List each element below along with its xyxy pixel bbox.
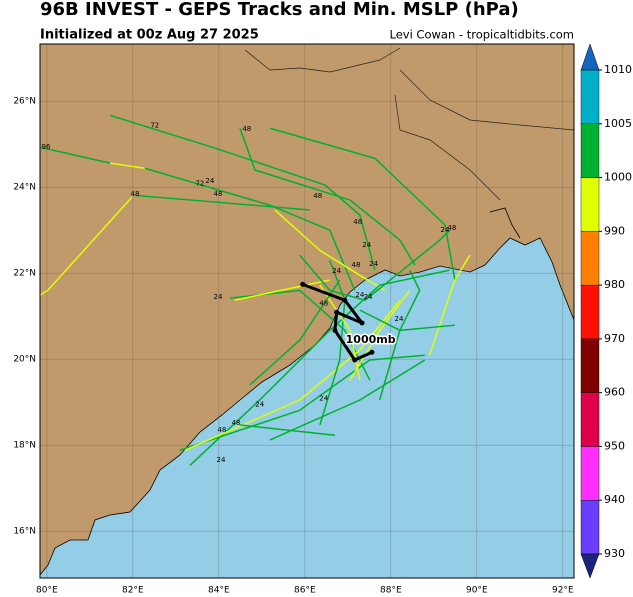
mean-track-point [352, 357, 358, 363]
coast [489, 207, 521, 239]
hour-label: 72 [195, 179, 204, 187]
colorbar-label: 980 [604, 278, 625, 291]
ensemble-track [239, 424, 336, 437]
colorbar-over [580, 43, 600, 71]
ensemble-track [269, 127, 456, 281]
ensemble-track [234, 279, 330, 301]
ensemble-track [378, 269, 421, 401]
x-tick-label: 82°E [122, 586, 144, 596]
hour-label: 72 [150, 121, 159, 129]
hour-label: 48 [217, 426, 226, 434]
hour-label: 48 [131, 190, 140, 198]
ensemble-track [428, 254, 471, 356]
y-tick-label: 16°N [13, 527, 36, 537]
frame [39, 43, 575, 579]
hour-label: 24 [362, 241, 371, 249]
hour-label: 24 [217, 456, 226, 464]
colorbar-segment [580, 284, 600, 340]
colorbar-segment [580, 231, 600, 286]
colorbar-label: 970 [604, 332, 625, 345]
y-tick-label: 18°N [13, 441, 36, 451]
ensemble-track [359, 309, 455, 332]
colorbar-label: 1010 [604, 63, 632, 76]
ensemble-track [299, 229, 451, 302]
ensemble-track [349, 289, 411, 381]
colorbar-segment [580, 446, 600, 501]
x-tick-label: 80°E [36, 586, 58, 596]
x-tick-label: 90°E [466, 586, 488, 596]
y-tick-label: 20°N [13, 355, 36, 365]
mean-track-point [334, 309, 340, 315]
pressure-annotation: 1000mb [346, 333, 396, 346]
x-tick-label: 86°E [294, 586, 316, 596]
colorbar-segment [580, 123, 600, 178]
ensemble-track [40, 146, 111, 164]
hour-label: 24 [255, 400, 264, 408]
ensemble-track [319, 284, 361, 381]
y-tick-label: 26°N [13, 97, 36, 107]
hour-label: 24 [364, 293, 373, 301]
colorbar-segment [580, 338, 600, 393]
ensemble-track [40, 196, 133, 296]
hour-label: 24 [369, 260, 378, 268]
colorbar-segment [580, 500, 600, 555]
x-tick-label: 84°E [208, 586, 230, 596]
mean-track-point [359, 320, 365, 326]
hour-label: 48 [353, 218, 362, 226]
hour-label: 48 [242, 125, 251, 133]
ensemble-track [274, 209, 386, 292]
colorbar-label: 960 [604, 386, 625, 399]
ensemble-track [239, 128, 416, 266]
colorbar-segment [580, 392, 600, 447]
colorbar-under [580, 553, 600, 579]
colorbar-segment [580, 177, 600, 232]
hour-label: 24 [205, 177, 214, 185]
hour-label: 48 [319, 299, 328, 307]
hour-label: 48 [352, 261, 361, 269]
hour-label: 48 [447, 224, 456, 232]
mean-track-point [369, 349, 375, 355]
ensemble-track [134, 194, 311, 211]
hour-label: 24 [214, 293, 223, 301]
colorbar-label: 1005 [604, 117, 632, 130]
colorbar-label: 930 [604, 547, 625, 560]
x-tick-label: 88°E [380, 586, 402, 596]
ensemble-track [144, 167, 356, 291]
colorbar-segment [580, 69, 600, 124]
y-tick-label: 22°N [13, 269, 36, 279]
hour-label: 48 [214, 190, 223, 198]
colorbar-label: 1000 [604, 171, 632, 184]
ensemble-track [269, 359, 426, 441]
colorbar-label: 940 [604, 493, 625, 506]
y-tick-label: 24°N [13, 183, 36, 193]
subtitle: Initialized at 00z Aug 27 2025 [40, 28, 259, 43]
ensemble-track [109, 162, 146, 169]
ensemble-track [189, 269, 450, 466]
hour-label: 96 [42, 143, 51, 151]
hour-label: 24 [395, 315, 404, 323]
hour-label: 24 [441, 226, 450, 234]
title: 96B INVEST - GEPS Tracks and Min. MSLP (… [40, 0, 519, 20]
hour-label: 48 [313, 192, 322, 200]
mean-track-point [300, 281, 306, 287]
ensemble-track [109, 114, 376, 271]
hour-label: 48 [232, 419, 241, 427]
credit: Levi Cowan - tropicaltidbits.com [390, 28, 575, 42]
mean-track-point [342, 297, 348, 303]
ensemble-track [249, 279, 341, 386]
ensemble-track [179, 354, 425, 452]
ensemble-track [319, 260, 346, 426]
x-tick-label: 92°E [552, 586, 574, 596]
mean-track-point [332, 327, 338, 333]
colorbar-label: 950 [604, 439, 625, 452]
border [244, 47, 574, 201]
hour-label: 24 [319, 394, 328, 402]
colorbar-label: 990 [604, 224, 625, 237]
hour-label: 24 [355, 291, 364, 299]
hour-label: 24 [332, 267, 341, 275]
